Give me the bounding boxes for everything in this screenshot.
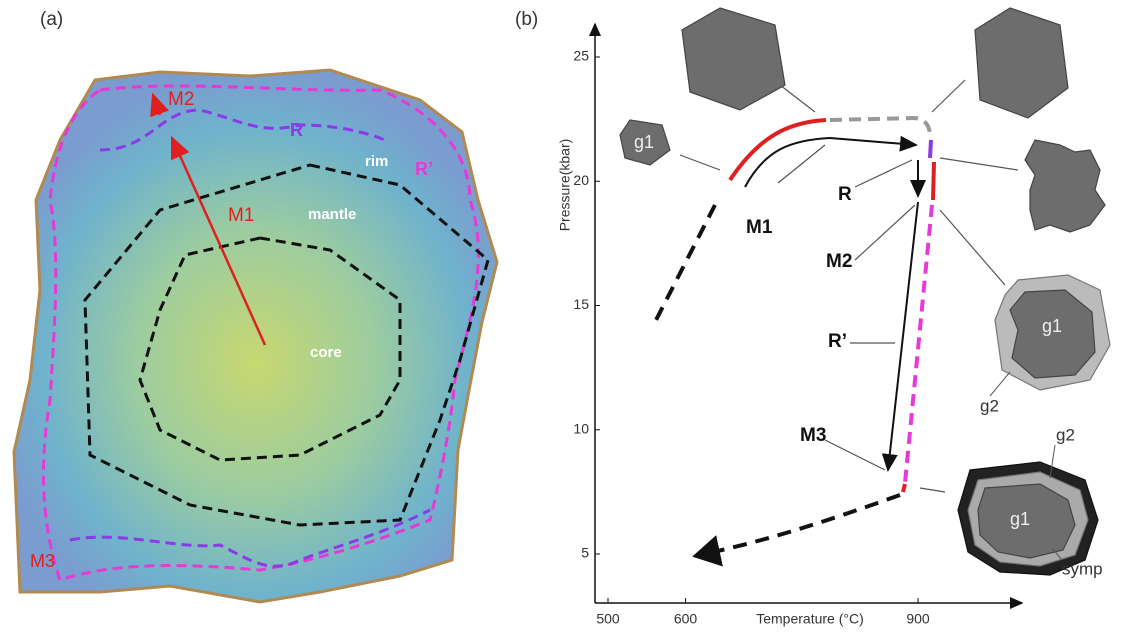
y-tick-label: 10 [573,420,589,436]
garnet-label: g2 [980,396,999,415]
y-tick-label: 15 [573,296,589,312]
path-label: R [838,184,852,205]
garnet-label: symp [1062,559,1103,578]
garnet-label: g1 [1042,316,1062,336]
x-tick-label: 600 [674,611,698,627]
panel-label: (a) [40,9,63,30]
retrograde-dashed [700,495,900,555]
garnet-label: g1 [634,132,654,152]
panel-a: (a) M2 R rim R’ M1 mantle core M3 [14,9,497,602]
y-tick-label: 20 [573,172,589,188]
r-prime-label: R’ [415,159,433,179]
path-label: R’ [828,331,847,352]
path-label: M1 [746,217,773,238]
leaders [680,80,1018,492]
path-arrow [888,202,918,470]
prograde-dashed [655,205,715,322]
y-tick-label: 25 [573,48,589,64]
m2-segment [933,162,934,200]
r-segment [930,140,931,158]
mantle-label: mantle [308,206,356,223]
r-prime-segment [905,205,932,483]
x-tick-label: 900 [906,611,930,627]
r-label: R [290,120,303,140]
peak-dashed [830,118,930,138]
garnet-sketches [620,8,1110,575]
m3-label: M3 [30,551,55,571]
path-arrow [745,138,916,187]
m2-label: M2 [168,89,194,110]
m1-label: M1 [228,205,254,226]
garnet-label: g1 [1010,509,1030,529]
panel-label: (b) [515,9,538,30]
y-tick-label: 5 [581,545,589,561]
m3-segment [903,484,905,492]
panel-b: (b) Temperature (°C) Pressure(kbar) M1 R… [515,8,1110,627]
rim-label: rim [365,153,388,170]
path-label: M2 [826,251,852,272]
garnet-map [14,70,497,602]
figure: (a) M2 R rim R’ M1 mantle core M3 (b) Te… [0,0,1126,629]
x-axis-title: Temperature (°C) [756,611,864,627]
core-label: core [310,344,342,361]
path-label: M3 [800,425,826,446]
y-axis-title: Pressure(kbar) [557,139,573,232]
x-tick-label: 500 [596,611,620,627]
garnet-label: g2 [1056,425,1075,444]
